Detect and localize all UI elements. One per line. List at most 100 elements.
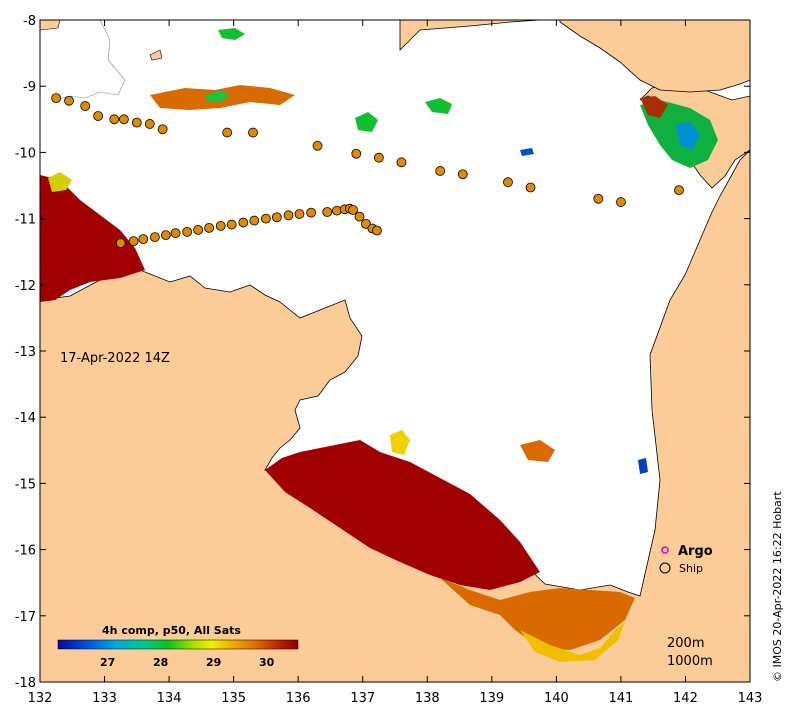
depth-1000-label: 1000m [667,654,713,669]
ship-track-point [119,114,129,125]
y-tick-label: -17 [15,610,36,625]
ship-track-point [93,111,103,121]
argo-label: Argo [678,544,713,559]
ship-track-point [64,95,74,106]
colorbar-label-29: 29 [206,656,221,669]
sst-patch-gulf-e-blue [638,458,648,474]
ship-track-point [396,157,407,168]
ship-track-point [271,212,282,223]
ship-track-point [226,219,237,230]
ship-track-point [204,222,215,233]
y-tick-label: -15 [15,477,36,492]
x-tick-label: 135 [221,691,246,706]
ship-track-point [215,220,226,231]
y-tick-label: -14 [15,411,36,426]
ship-track-point [160,230,171,241]
sst-patch-west-yellow [48,172,72,192]
credit-text: © IMOS 20-Apr-2022 16:22 Hobart [771,491,784,682]
ship-track-point [261,213,271,224]
sst-patch-torres-blue [675,122,700,150]
land-new-guinea [399,20,750,93]
sst-patch-north2 [205,90,230,102]
y-tick-label: -16 [15,544,36,559]
y-tick-label: -18 [15,676,36,691]
ship-track-point [115,238,126,248]
ship-track-point [616,197,626,207]
y-tick-label: -13 [15,345,36,360]
ship-track-point [193,224,204,235]
y-tick-label: -12 [15,279,36,294]
depth-200-label: 200m [667,636,704,651]
ship-marker-icon [659,562,671,574]
sst-patch-green1 [355,112,378,132]
ship-track-point [138,234,149,245]
x-tick-label: 134 [157,691,182,706]
sst-patch-green2 [425,98,452,114]
sst-patch-gulf-south [265,440,540,590]
ship-track-point [109,114,120,125]
ship-track-point [182,226,193,237]
ship-track-point [294,209,305,219]
x-tick-label: 132 [28,691,53,706]
ship-track-point [503,177,513,188]
argo-marker-icon [661,546,669,554]
land-arnhem [40,149,750,682]
ship-track-point [373,152,384,163]
y-axis: -8 -9 -10 -11 -12 -13 -14 -15 -16 -17 -18 [15,14,750,691]
ship-track-point [312,140,323,151]
ship-track-point [306,207,316,218]
sst-patch-green3 [218,28,245,40]
ship-track-point [351,148,362,159]
ship-track-point [348,205,358,215]
legend: Argo Ship 200m 1000m [659,544,713,669]
sst-patch-gulf-small [390,430,410,455]
depth-contour-200 [54,19,126,101]
ship-track-point [354,211,365,222]
ship-track-point [248,127,258,138]
x-tick-label: 138 [415,691,440,706]
ship-track-point [170,228,181,239]
ship-track-point [593,193,604,204]
ship-track-point [322,207,333,217]
ship-track-point [457,169,468,180]
sst-patch-torres-red [640,96,668,118]
y-tick-label: -9 [23,80,36,95]
x-tick-label: 140 [544,691,569,706]
x-tick-label: 142 [673,691,698,706]
colorbar: 4h comp, p50, All Sats 27 28 29 30 [57,624,299,669]
x-tick-label: 143 [738,691,763,706]
ship-track-point [435,166,446,176]
sst-patch-gulf-orange [440,578,635,650]
colorbar-title: 4h comp, p50, All Sats [102,624,241,637]
ship-track [51,93,684,248]
y-tick-label: -8 [23,14,36,29]
ship-track-point [51,93,62,104]
x-axis: 132 133 134 135 136 137 138 139 140 141 142 143 [28,20,763,706]
ship-track-point [144,119,155,129]
ship-track-point [238,217,249,228]
x-tick-label: 141 [608,691,633,706]
y-tick-label: -10 [15,146,36,161]
sst-patch-blue-small [520,148,534,156]
x-tick-label: 136 [286,691,311,706]
x-tick-label: 133 [92,691,117,706]
colorbar-gradient [57,639,299,650]
colorbar-label-27: 27 [100,656,115,669]
x-tick-label: 139 [479,691,504,706]
colorbar-label-30: 30 [259,656,275,669]
ship-track-point [149,232,160,243]
sst-patch-gulf-e-orange [520,440,555,462]
land-islands-west [40,20,61,31]
ship-track-point [157,124,168,135]
ship-track-point [128,236,139,247]
ship-track-point [283,210,294,221]
land-islands-north [149,49,163,61]
date-label: 17-Apr-2022 14Z [60,351,170,366]
ship-track-point [131,117,142,128]
ship-track-point [80,101,91,111]
ship-track-point [674,185,684,196]
ship-track-point [525,182,536,193]
ship-track-point [222,127,233,138]
ship-track-point [249,215,260,226]
